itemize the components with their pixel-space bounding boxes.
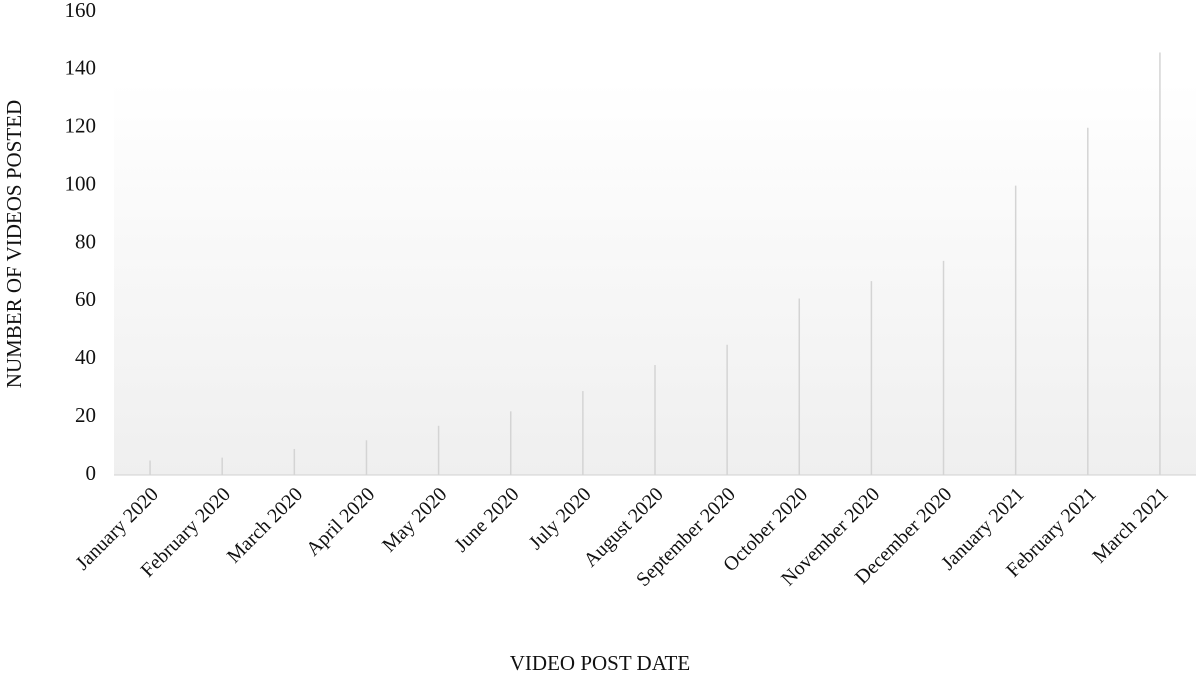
y-tick-label: 140 [65, 56, 97, 80]
y-tick-label: 120 [65, 114, 97, 138]
x-tick-label: April 2020 [302, 483, 379, 560]
y-tick-label: 60 [75, 287, 96, 311]
x-tick-label: May 2020 [378, 483, 451, 556]
x-tick-label: March 2021 [1088, 483, 1172, 567]
y-tick-label: 20 [75, 403, 96, 427]
x-tick-label: March 2020 [223, 483, 307, 567]
x-tick-label: July 2020 [525, 483, 596, 554]
x-axis-title: VIDEO POST DATE [510, 651, 690, 675]
x-tick-label: June 2020 [450, 483, 523, 556]
y-tick-label: 100 [65, 171, 97, 195]
y-axis-title: NUMBER OF VIDEOS POSTED [2, 100, 26, 388]
y-tick-label: 80 [75, 229, 96, 253]
y-tick-label: 160 [65, 0, 97, 22]
y-tick-label: 40 [75, 345, 96, 369]
y-tick-label: 0 [86, 461, 97, 485]
